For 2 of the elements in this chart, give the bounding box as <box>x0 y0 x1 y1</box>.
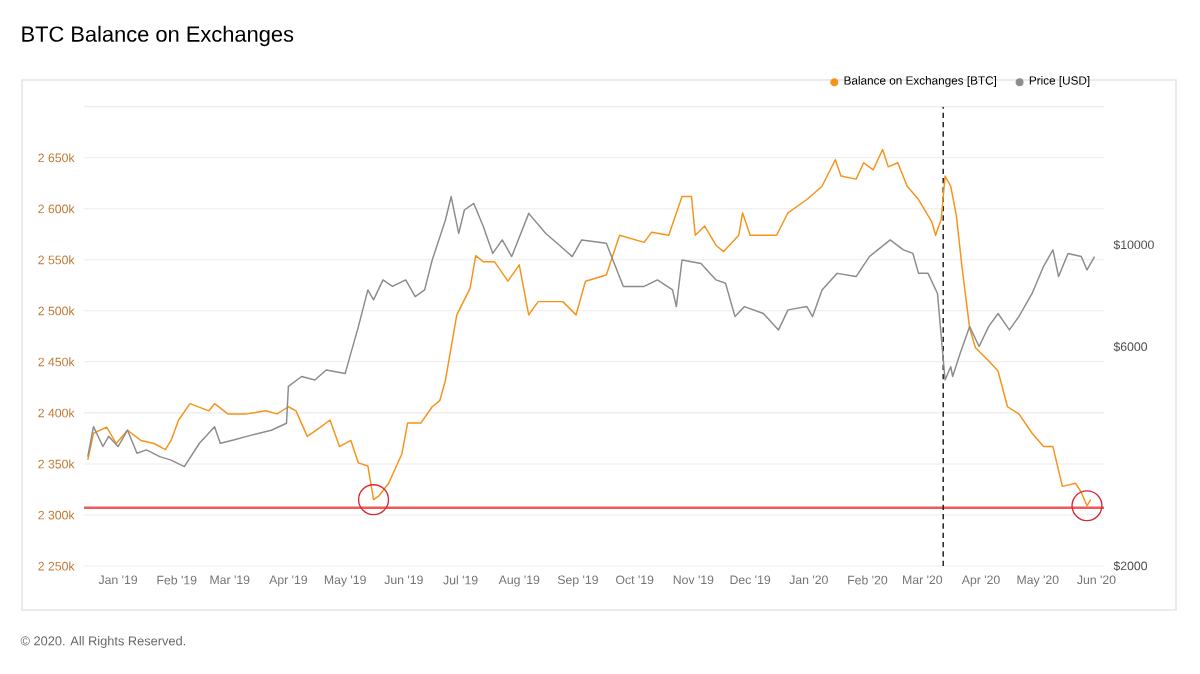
line-series <box>87 195 1096 468</box>
chart-title: BTC Balance on Exchanges <box>22 25 294 47</box>
